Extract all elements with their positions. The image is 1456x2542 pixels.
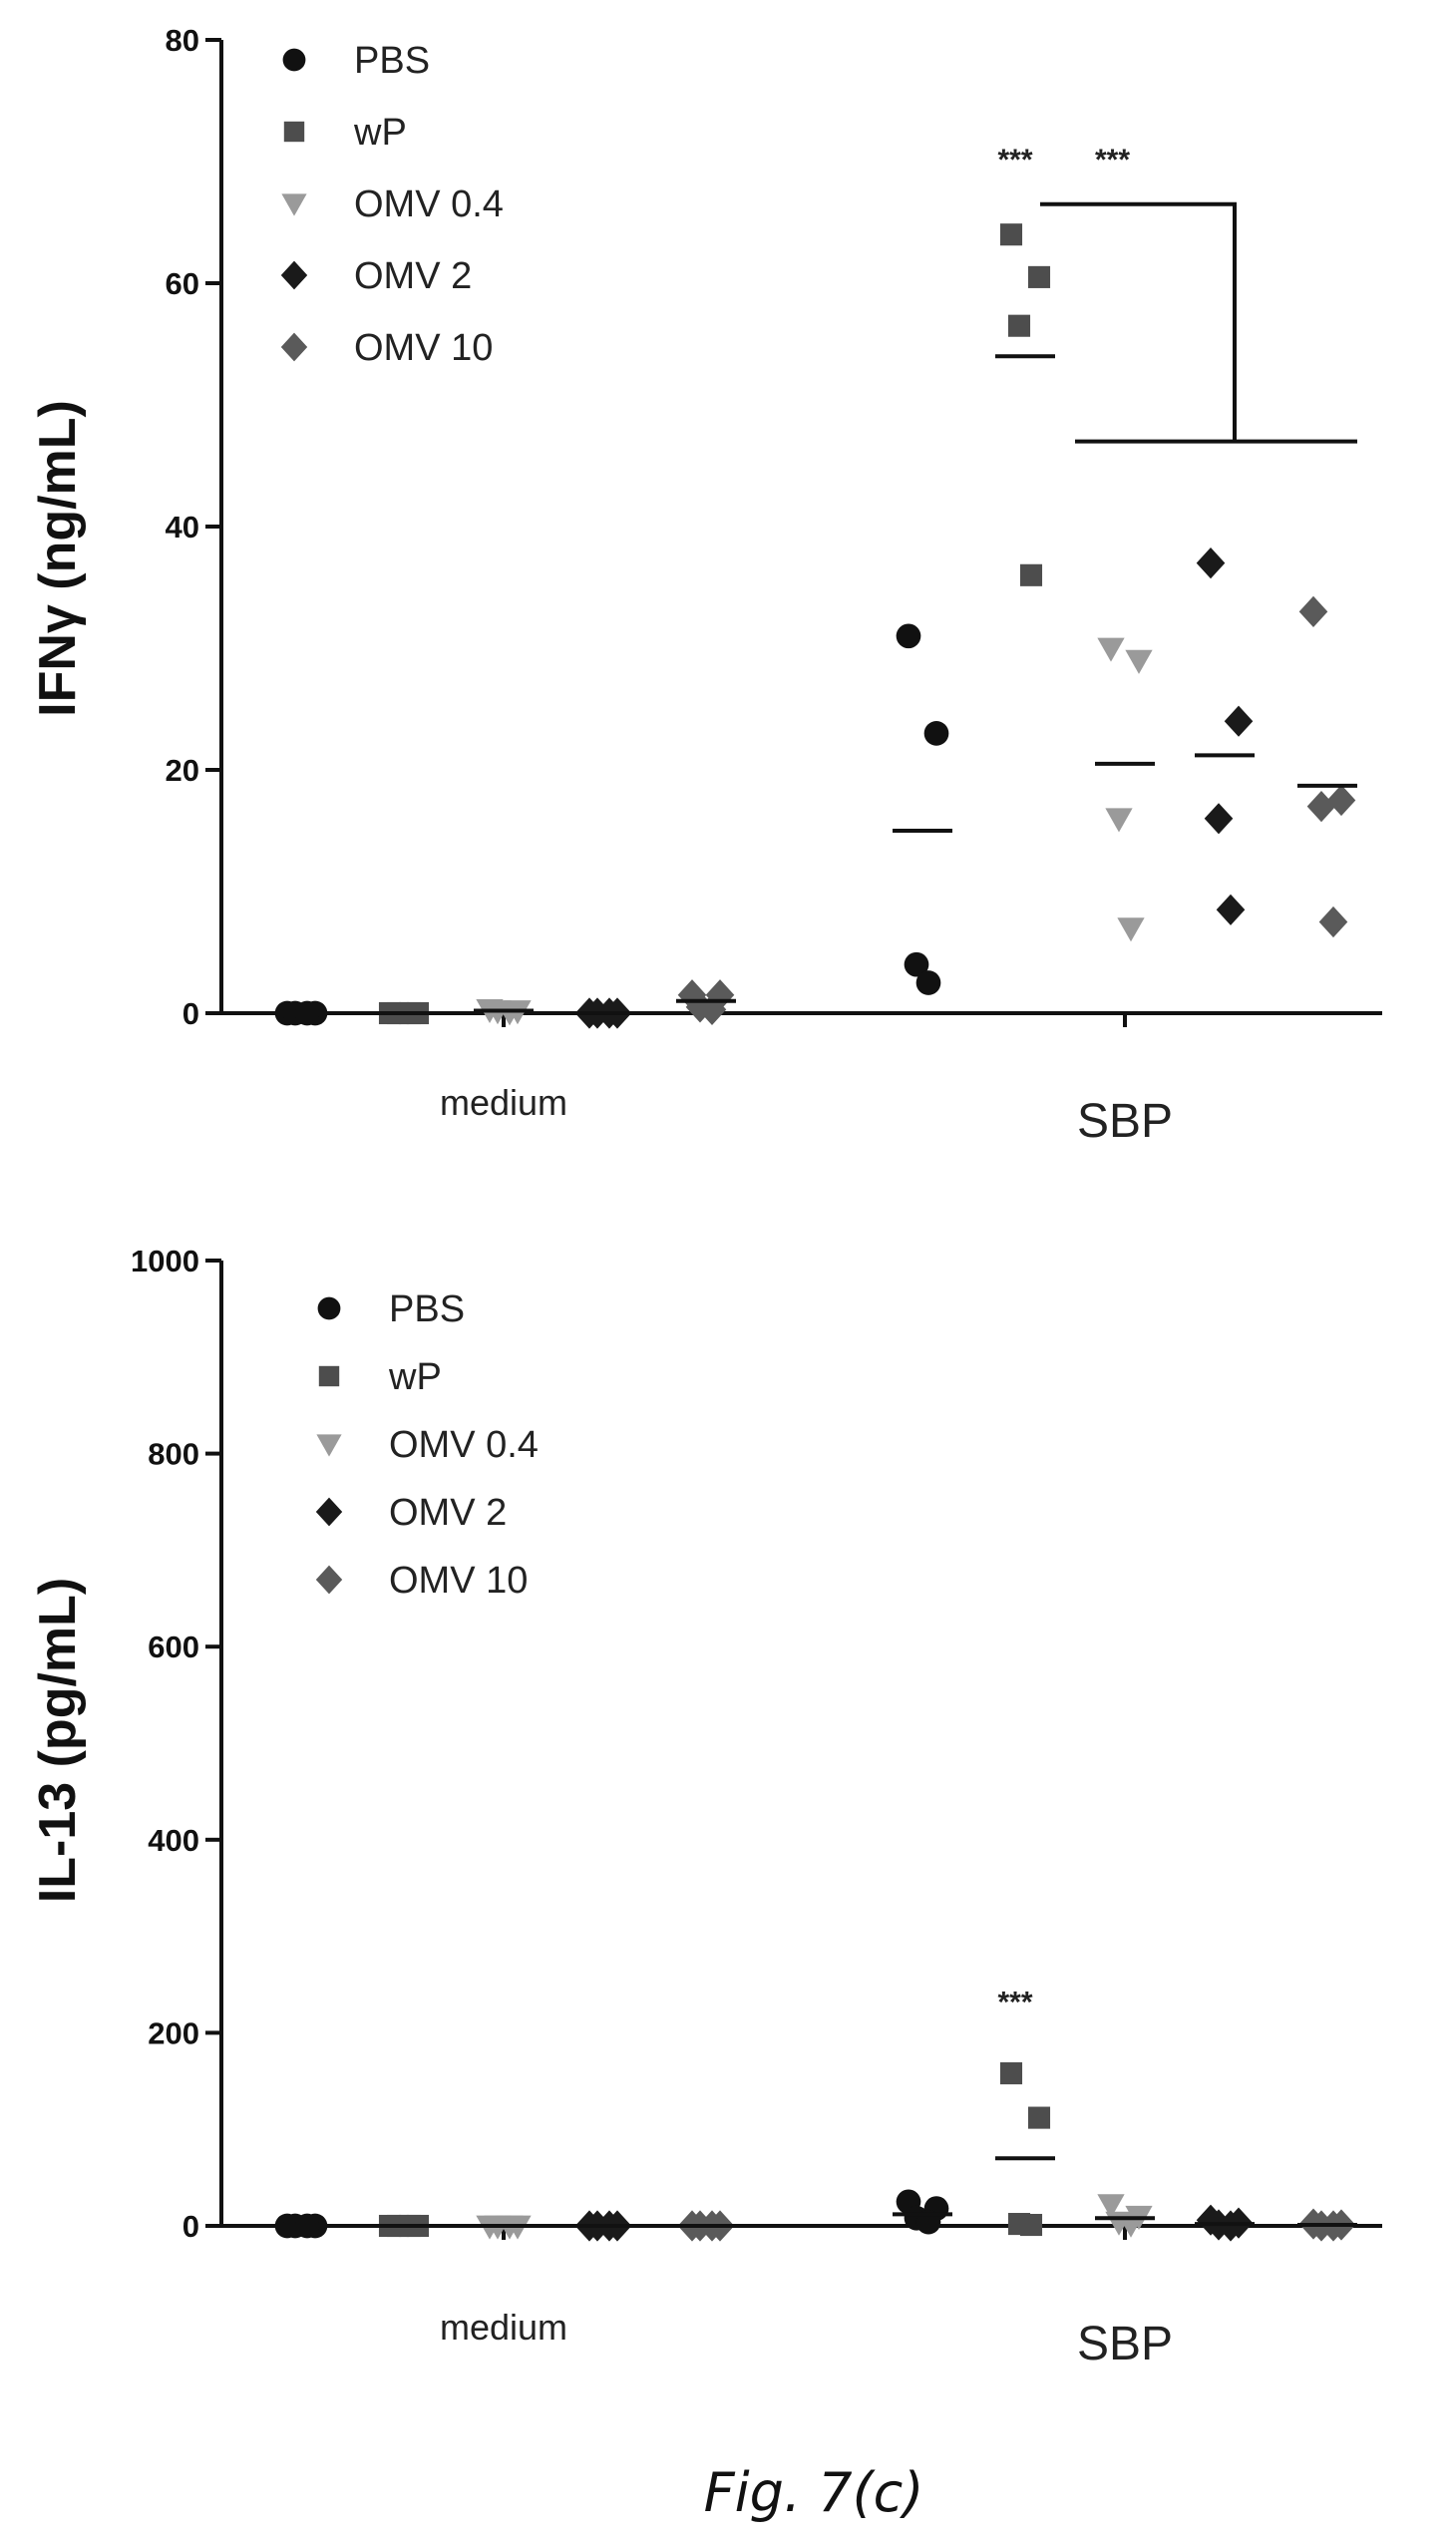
- data-point-wp: [999, 223, 1023, 246]
- data-point-omv-0-4: [1097, 2194, 1125, 2219]
- y-tick-label: 40: [166, 510, 199, 545]
- data-point-omv-2: [1196, 547, 1226, 579]
- figure-caption: Fig. 7(c): [704, 2461, 924, 2524]
- category-label-medium: medium: [440, 1082, 567, 1123]
- significance-stars: ***: [997, 1986, 1032, 2018]
- legend-entry: OMV 10: [389, 1560, 528, 1602]
- data-point-wp: [1027, 265, 1051, 288]
- legend-marker: [280, 332, 308, 362]
- legend-marker: [280, 260, 308, 290]
- data-point-omv-0-4: [1097, 637, 1125, 662]
- il13-chart: 0 200 400 600 800 1000 IL-13 (pg/mL) medium SBP P…: [29, 1244, 1382, 2370]
- data-point-omv-2: [1204, 803, 1234, 835]
- legend-marker: [283, 121, 305, 143]
- data-point-omv-10: [1298, 595, 1328, 627]
- category-label-sbp: SBP: [1077, 1095, 1173, 1148]
- significance-stars: ***: [997, 144, 1032, 177]
- y-axis-title: IL-13 (pg/mL): [29, 1578, 87, 1903]
- legend-entry: OMV 0.4: [389, 1424, 539, 1466]
- data-point-omv-10: [697, 993, 727, 1025]
- y-tick-label: 20: [166, 753, 199, 788]
- legend-marker: [315, 1565, 343, 1595]
- data-point-wp: [1007, 314, 1031, 337]
- legend-entry: PBS: [354, 40, 430, 82]
- data-point-omv-0-4: [496, 1001, 524, 1026]
- data-point-omv-10: [705, 979, 735, 1011]
- data-point-omv-10: [1318, 906, 1348, 938]
- legend-marker: [281, 193, 307, 216]
- y-tick-label: 0: [182, 996, 199, 1031]
- y-tick-label: 0: [182, 2209, 199, 2244]
- data-point-omv-0-4: [1117, 917, 1145, 942]
- data-point-pbs: [904, 951, 929, 977]
- data-point-omv-10: [1326, 784, 1356, 817]
- legend-marker: [315, 1497, 343, 1527]
- data-point-wp: [1027, 2106, 1051, 2129]
- data-point-omv-10: [677, 979, 707, 1011]
- data-point-pbs: [915, 970, 941, 995]
- data-point-omv-10: [1306, 791, 1336, 823]
- data-point-wp: [999, 2062, 1023, 2085]
- legend-marker: [282, 48, 306, 72]
- y-tick-label: 80: [166, 23, 199, 58]
- y-tick-label: 60: [166, 266, 199, 301]
- legend-entry: OMV 2: [354, 255, 472, 297]
- y-tick-label: 1000: [131, 1244, 199, 1278]
- legend-marker: [316, 1434, 342, 1457]
- ifng-chart: 0 20 40 60 80 IFNγ (ng/mL) medium SBP PBS wP OMV 0…: [29, 23, 1382, 1148]
- legend-entry: OMV 10: [354, 327, 493, 369]
- legend-entry: wP: [353, 112, 407, 154]
- legend-marker: [317, 1296, 341, 1320]
- data-point-omv-2: [1224, 705, 1254, 737]
- legend-entry: wP: [388, 1356, 442, 1398]
- data-point-wp: [1019, 563, 1043, 586]
- legend-entry: OMV 0.4: [354, 183, 504, 225]
- y-axis-title: IFNγ (ng/mL): [29, 400, 87, 717]
- data-point-pbs: [923, 721, 949, 746]
- category-label-medium: medium: [440, 2307, 567, 2348]
- y-tick-label: 400: [148, 1823, 199, 1858]
- legend-entry: OMV 2: [389, 1492, 507, 1534]
- category-label-sbp: SBP: [1077, 2318, 1173, 2370]
- y-tick-label: 600: [148, 1630, 199, 1664]
- data-point-omv-0-4: [1105, 808, 1133, 833]
- data-point-wp: [1019, 2213, 1043, 2237]
- data-point-pbs: [896, 623, 921, 649]
- legend-entry: PBS: [389, 1288, 465, 1330]
- legend-marker: [318, 1365, 340, 1387]
- data-point-omv-2: [1216, 894, 1246, 925]
- y-tick-label: 800: [148, 1437, 199, 1472]
- y-tick-label: 200: [148, 2015, 199, 2050]
- significance-bracket: [1040, 201, 1237, 442]
- significance-stars: ***: [1095, 144, 1130, 177]
- data-point-omv-0-4: [1125, 649, 1153, 674]
